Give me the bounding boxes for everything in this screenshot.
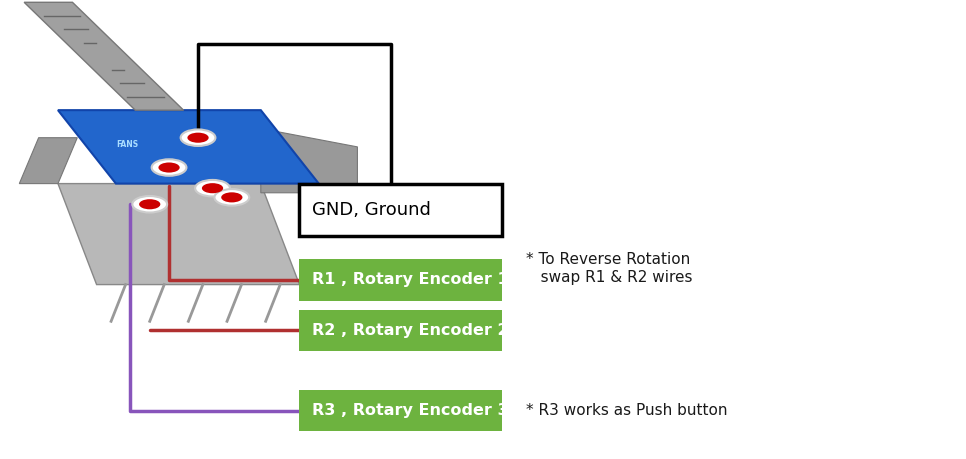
Circle shape <box>181 129 215 146</box>
FancyBboxPatch shape <box>299 310 502 351</box>
Text: GND, Ground: GND, Ground <box>312 201 431 219</box>
Circle shape <box>202 183 223 193</box>
Circle shape <box>195 180 230 196</box>
Polygon shape <box>58 110 319 184</box>
Circle shape <box>132 196 167 213</box>
Circle shape <box>221 192 242 202</box>
Text: R1 , Rotary Encoder 1: R1 , Rotary Encoder 1 <box>312 273 509 287</box>
Circle shape <box>158 162 180 173</box>
FancyBboxPatch shape <box>299 390 502 431</box>
Circle shape <box>139 199 160 209</box>
Polygon shape <box>58 184 299 285</box>
Text: R3 , Rotary Encoder 3: R3 , Rotary Encoder 3 <box>312 403 509 418</box>
Text: R2 , Rotary Encoder 2: R2 , Rotary Encoder 2 <box>312 323 509 338</box>
Circle shape <box>187 133 209 143</box>
Text: FANS: FANS <box>116 140 138 149</box>
Circle shape <box>214 189 249 206</box>
Polygon shape <box>19 138 77 184</box>
Text: * R3 works as Push button: * R3 works as Push button <box>526 403 728 418</box>
Circle shape <box>152 159 186 176</box>
FancyBboxPatch shape <box>299 184 502 236</box>
Polygon shape <box>261 129 357 193</box>
FancyBboxPatch shape <box>299 259 502 301</box>
Text: * To Reverse Rotation
   swap R1 & R2 wires: * To Reverse Rotation swap R1 & R2 wires <box>526 252 693 285</box>
Polygon shape <box>24 2 184 110</box>
